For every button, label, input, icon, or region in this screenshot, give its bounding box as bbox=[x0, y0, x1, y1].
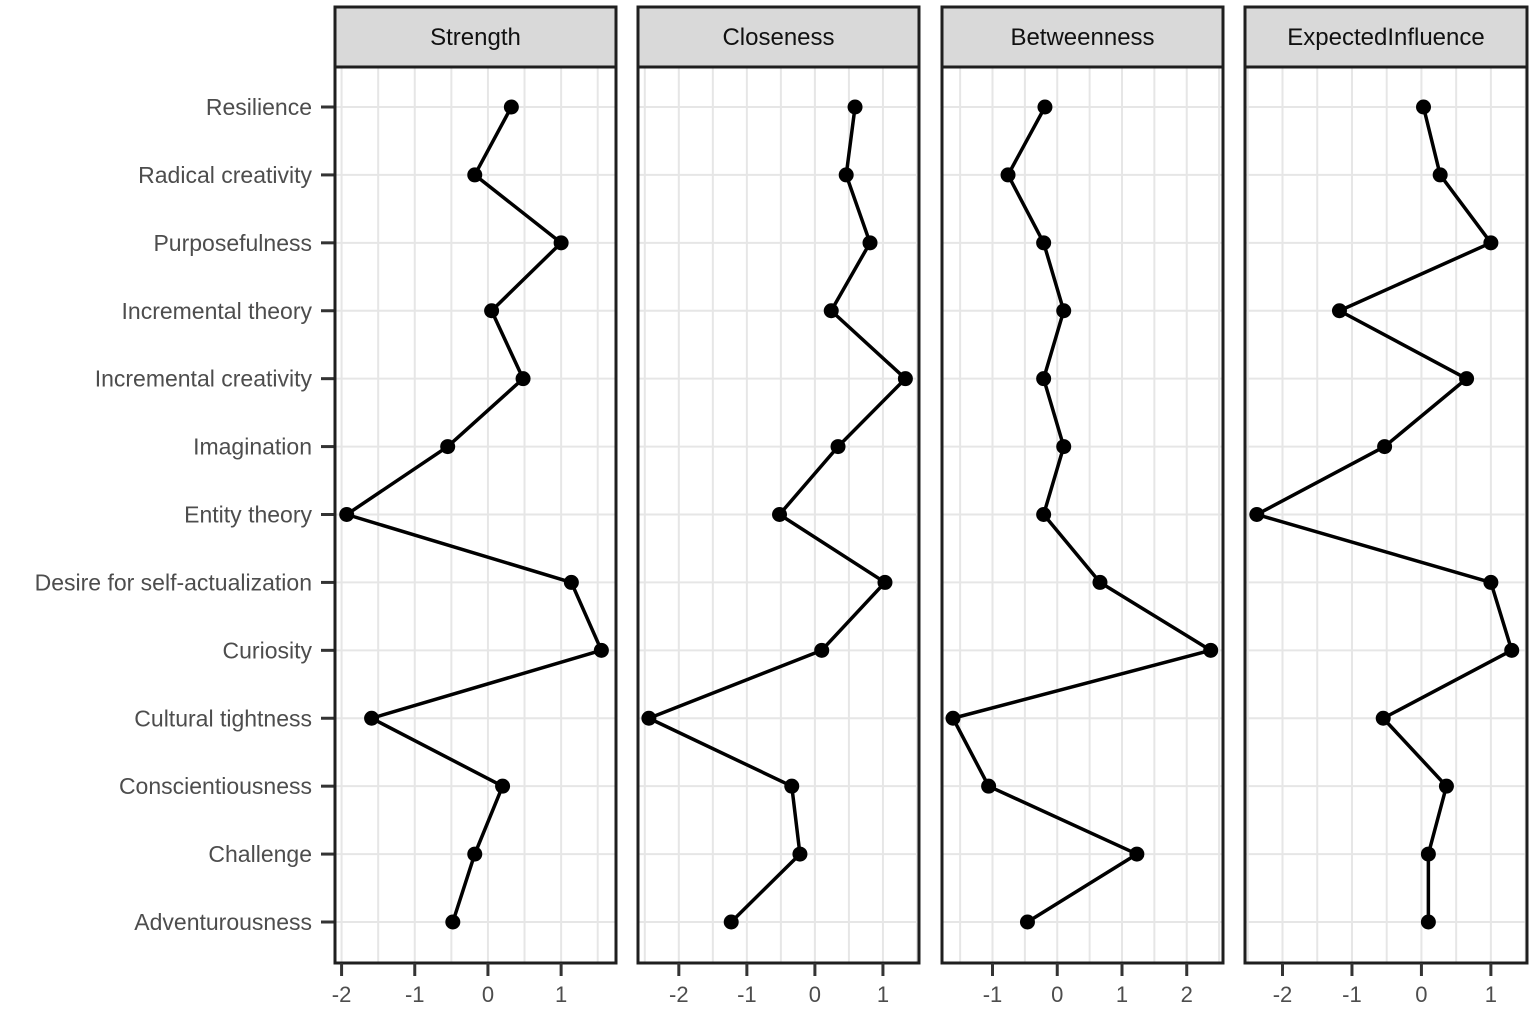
x-tick-label: 2 bbox=[1181, 982, 1193, 1007]
x-tick-label: 1 bbox=[1116, 982, 1128, 1007]
data-point bbox=[1483, 574, 1499, 590]
data-point bbox=[1019, 914, 1035, 930]
x-tick-label: 0 bbox=[1415, 982, 1427, 1007]
y-axis-label: Incremental theory bbox=[122, 298, 313, 324]
data-point bbox=[1483, 235, 1499, 251]
y-axis-label: Curiosity bbox=[223, 637, 313, 663]
data-point bbox=[467, 167, 483, 183]
data-point bbox=[484, 303, 500, 319]
facet-strip bbox=[1243, 5, 1529, 69]
data-point bbox=[945, 710, 961, 726]
x-tick-label: -2 bbox=[669, 982, 689, 1007]
y-axis-label: Radical creativity bbox=[138, 162, 312, 188]
data-point bbox=[1203, 642, 1219, 658]
data-point bbox=[723, 914, 739, 930]
data-point bbox=[823, 303, 839, 319]
y-axis-label: Entity theory bbox=[184, 502, 312, 528]
y-axis-label: Conscientiousness bbox=[119, 773, 312, 799]
x-tick-label: -1 bbox=[983, 982, 1003, 1007]
data-point bbox=[445, 914, 461, 930]
data-point bbox=[897, 371, 913, 387]
facet-strip bbox=[636, 5, 921, 69]
data-point bbox=[641, 710, 657, 726]
data-point bbox=[1249, 507, 1265, 522]
data-point bbox=[1056, 439, 1072, 455]
data-point bbox=[862, 235, 878, 251]
y-axis-label: Desire for self-actualization bbox=[35, 569, 312, 595]
data-point bbox=[1432, 167, 1448, 183]
data-point bbox=[503, 99, 519, 115]
facet-strip-label: Betweenness bbox=[1010, 24, 1154, 51]
data-point bbox=[772, 507, 788, 522]
data-point bbox=[1438, 778, 1454, 794]
facet-strip-label: Closeness bbox=[722, 24, 834, 51]
x-tick-label: 1 bbox=[555, 982, 567, 1007]
data-point bbox=[877, 574, 893, 590]
data-point bbox=[1036, 235, 1052, 251]
facet-betweenness: Betweenness -1 0 1 2 bbox=[940, 5, 1225, 1007]
x-tick-label: -1 bbox=[1342, 982, 1362, 1007]
y-axis-label: Challenge bbox=[208, 841, 312, 867]
y-axis-label: Imagination bbox=[193, 434, 312, 460]
y-axis-label: Incremental creativity bbox=[95, 366, 313, 392]
x-tick-label: 0 bbox=[1051, 982, 1063, 1007]
y-axis-label: Purposefulness bbox=[153, 230, 312, 256]
data-point bbox=[339, 507, 355, 522]
y-axis-label: Adventurousness bbox=[134, 909, 312, 935]
data-point bbox=[364, 710, 380, 726]
data-point bbox=[1377, 439, 1393, 455]
data-point bbox=[1375, 710, 1391, 726]
x-tick-label: 1 bbox=[877, 982, 889, 1007]
data-point bbox=[1056, 303, 1072, 319]
facet-strip-label: Strength bbox=[430, 24, 521, 51]
facet-strip bbox=[940, 5, 1225, 69]
data-point bbox=[1036, 371, 1052, 387]
data-point bbox=[1092, 574, 1108, 590]
data-point bbox=[830, 439, 846, 455]
x-tick-label: -1 bbox=[405, 982, 425, 1007]
data-point bbox=[981, 778, 997, 794]
data-point bbox=[1504, 642, 1520, 658]
facet-strip bbox=[333, 5, 618, 69]
data-point bbox=[1459, 371, 1475, 387]
data-point bbox=[1037, 99, 1053, 115]
data-point bbox=[553, 235, 569, 251]
facet-closeness: Closeness -2 -1 0 1 bbox=[636, 5, 921, 1007]
data-point bbox=[467, 846, 483, 862]
y-axis-label: Resilience bbox=[206, 94, 312, 120]
data-point bbox=[784, 778, 800, 794]
data-point bbox=[1129, 846, 1145, 862]
y-axis-label: Cultural tightness bbox=[134, 705, 312, 731]
data-point bbox=[1416, 99, 1432, 115]
facet-expectedinfluence: ExpectedInfluence -2 -1 0 1 bbox=[1243, 5, 1529, 1007]
data-point bbox=[838, 167, 854, 183]
data-point bbox=[814, 642, 830, 658]
facet-strip-label: ExpectedInfluence bbox=[1287, 24, 1484, 51]
data-point bbox=[563, 574, 579, 590]
data-point bbox=[515, 371, 531, 387]
data-point bbox=[1420, 914, 1436, 930]
x-tick-label: 0 bbox=[482, 982, 494, 1007]
x-tick-label: -2 bbox=[1273, 982, 1293, 1007]
data-point bbox=[792, 846, 808, 862]
x-tick-label: -2 bbox=[332, 982, 352, 1007]
x-tick-label: 0 bbox=[809, 982, 821, 1007]
data-point bbox=[847, 99, 863, 115]
data-point bbox=[440, 439, 456, 455]
data-point bbox=[1420, 846, 1436, 862]
data-point bbox=[1000, 167, 1016, 183]
data-point bbox=[495, 778, 511, 794]
data-point bbox=[1036, 507, 1052, 522]
x-tick-label: 1 bbox=[1485, 982, 1497, 1007]
x-tick-label: -1 bbox=[737, 982, 757, 1007]
data-point bbox=[1331, 303, 1347, 319]
facet-strength: Strength -2 -1 0 1 bbox=[332, 5, 618, 1007]
data-point bbox=[593, 642, 609, 658]
